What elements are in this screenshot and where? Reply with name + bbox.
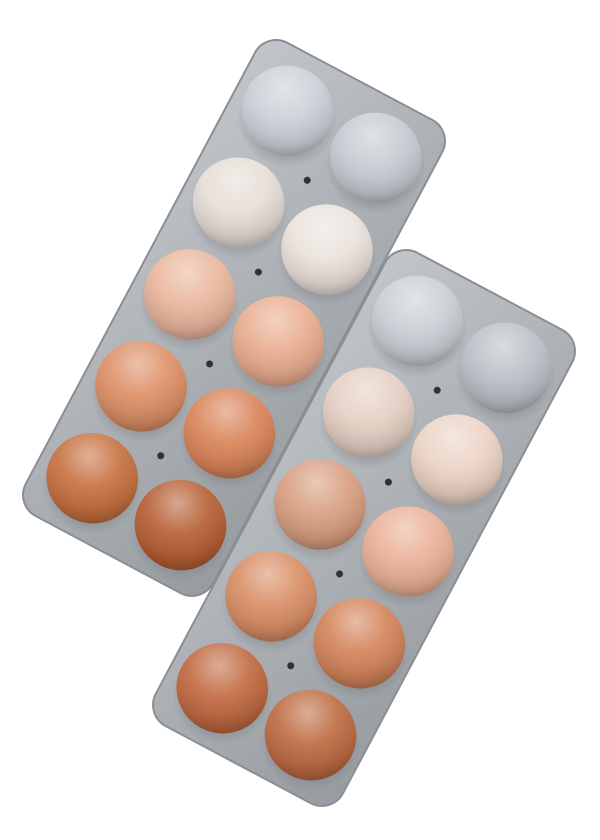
egg xyxy=(144,249,236,340)
carton-hole xyxy=(336,570,344,578)
egg xyxy=(176,642,268,734)
carton-hole xyxy=(384,478,392,486)
egg xyxy=(362,506,454,597)
egg xyxy=(281,204,373,295)
egg xyxy=(322,367,415,458)
egg xyxy=(225,551,317,642)
egg xyxy=(460,322,552,414)
egg xyxy=(241,65,334,157)
egg xyxy=(46,432,138,524)
egg xyxy=(192,157,285,248)
egg xyxy=(330,112,422,204)
carton-eggs xyxy=(176,275,552,781)
egg xyxy=(95,341,187,432)
carton-hole xyxy=(303,176,311,184)
carton-lower xyxy=(152,249,576,807)
egg xyxy=(411,414,503,505)
egg xyxy=(232,296,324,387)
carton-hole xyxy=(157,452,165,460)
carton-hole xyxy=(287,662,295,670)
carton-eggs xyxy=(46,65,422,571)
egg xyxy=(371,275,464,367)
egg xyxy=(134,479,227,571)
carton-hole xyxy=(254,268,262,276)
egg xyxy=(313,598,406,689)
carton-upper xyxy=(22,39,446,597)
egg xyxy=(264,689,357,781)
carton-hole xyxy=(433,386,441,394)
egg xyxy=(274,459,366,550)
egg xyxy=(183,388,276,479)
carton-hole xyxy=(206,360,214,368)
